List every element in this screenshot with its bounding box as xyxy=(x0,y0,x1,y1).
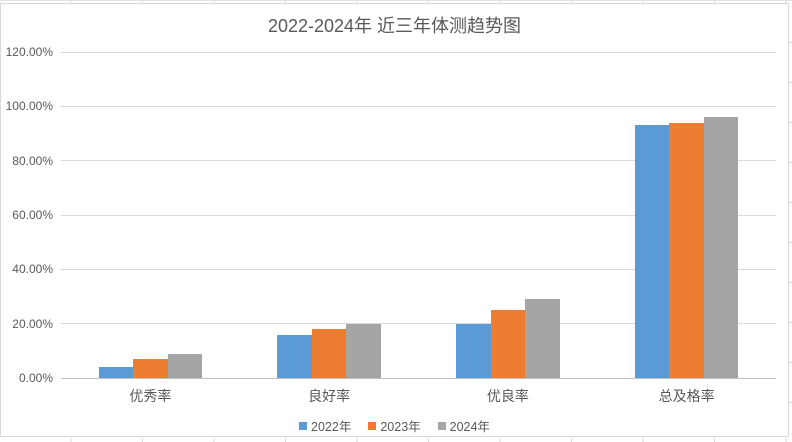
bar-series-1-category-3[interactable] xyxy=(669,122,704,378)
x-axis-category-label: 优良率 xyxy=(486,388,529,404)
legend: 2022年 2023年 2024年 xyxy=(1,416,788,435)
gridline xyxy=(61,105,776,107)
y-axis-tick-label: 0.00% xyxy=(18,371,53,385)
plot-area xyxy=(61,51,776,379)
x-axis-category-label: 总及格率 xyxy=(658,388,715,404)
gridline xyxy=(61,323,776,325)
legend-label: 2024年 xyxy=(449,420,490,434)
y-axis-tick-label: 60.00% xyxy=(12,208,53,222)
bar-series-2-category-3[interactable] xyxy=(703,117,739,378)
legend-swatch-icon xyxy=(299,421,308,430)
bar-series-2-category-1[interactable] xyxy=(346,323,381,378)
bar-series-1-category-2[interactable] xyxy=(490,310,526,378)
legend-item-2[interactable]: 2024年 xyxy=(437,416,490,435)
chart-object[interactable]: 2022-2024年 近三年体测趋势图 2022年 2023年 2024年 0.00… xyxy=(0,3,789,437)
legend-label: 2022年 xyxy=(311,420,352,434)
legend-swatch-icon xyxy=(437,421,446,430)
legend-label: 2023年 xyxy=(380,420,421,434)
x-axis-category-label: 优秀率 xyxy=(129,388,172,404)
gridline xyxy=(61,214,776,216)
x-axis-line xyxy=(61,377,776,379)
legend-item-1[interactable]: 2023年 xyxy=(368,416,421,435)
bar-series-0-category-1[interactable] xyxy=(277,334,312,378)
bar-series-0-category-3[interactable] xyxy=(634,125,670,378)
y-axis-tick-label: 120.00% xyxy=(5,45,53,59)
gridline xyxy=(61,268,776,270)
bar-series-2-category-2[interactable] xyxy=(525,299,560,378)
bar-series-1-category-1[interactable] xyxy=(311,329,347,378)
chart-title[interactable]: 2022-2024年 近三年体测趋势图 xyxy=(267,16,522,36)
legend-swatch-icon xyxy=(368,421,377,430)
y-axis-tick-label: 100.00% xyxy=(5,99,53,114)
gridline xyxy=(61,160,776,162)
bar-series-2-category-0[interactable] xyxy=(167,353,203,378)
bar-series-0-category-0[interactable] xyxy=(98,367,134,378)
bar-series-1-category-0[interactable] xyxy=(133,358,168,378)
x-axis-category-label: 良好率 xyxy=(308,388,351,404)
gridline xyxy=(61,51,776,53)
y-axis-tick-label: 80.00% xyxy=(12,153,53,168)
y-axis-tick-label: 20.00% xyxy=(12,316,53,331)
legend-item-0[interactable]: 2022年 xyxy=(299,416,351,435)
sheet-gridlines-bottom xyxy=(0,438,792,442)
y-axis-tick-label: 40.00% xyxy=(12,262,53,277)
bar-series-0-category-2[interactable] xyxy=(456,323,491,378)
